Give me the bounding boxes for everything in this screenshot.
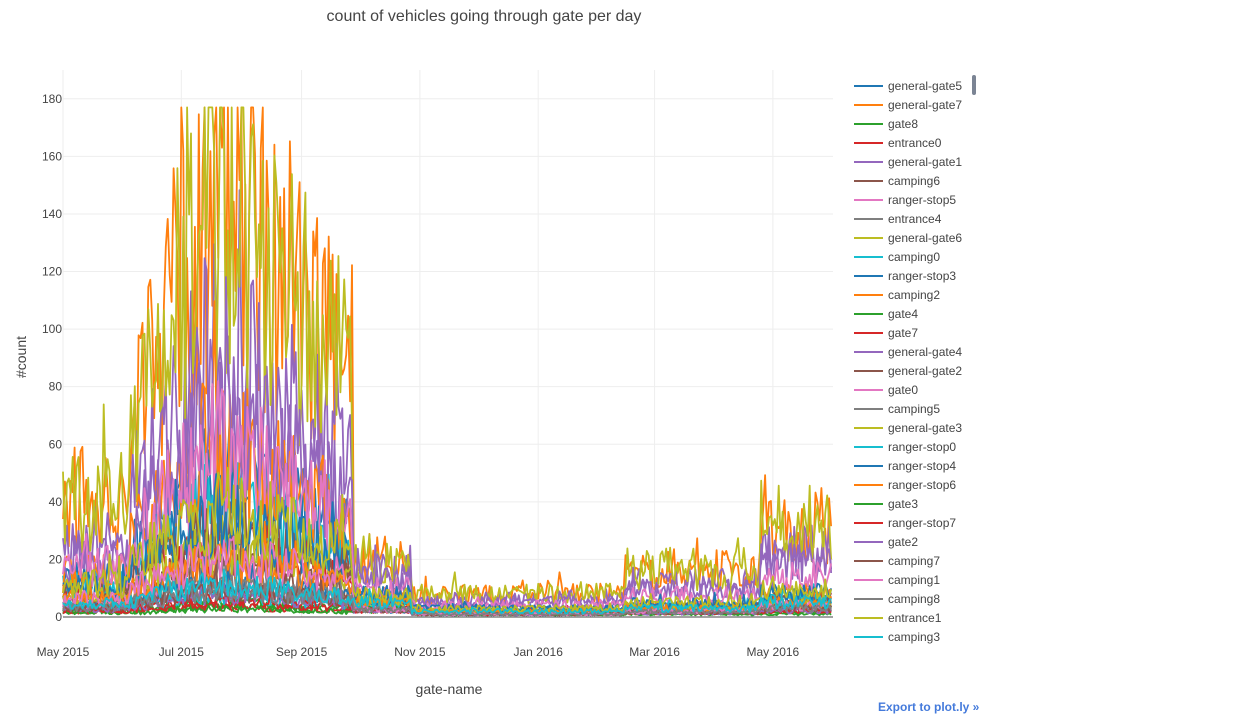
y-tick-label: 0 [55, 610, 62, 624]
legend-item-gate3[interactable]: gate3 [854, 497, 918, 511]
legend-label: general-gate1 [888, 155, 962, 169]
series-lines [62, 106, 832, 617]
legend-label: camping1 [888, 573, 940, 587]
legend-label: camping2 [888, 288, 940, 302]
y-tick-label: 120 [42, 265, 62, 279]
legend-item-general-gate6[interactable]: general-gate6 [854, 231, 962, 245]
legend-item-gate2[interactable]: gate2 [854, 535, 918, 549]
legend-label: gate7 [888, 326, 918, 340]
legend-item-ranger-stop4[interactable]: ranger-stop4 [854, 459, 956, 473]
legend-item-gate0[interactable]: gate0 [854, 383, 918, 397]
series-line-general-gate6[interactable] [62, 106, 832, 605]
legend-item-ranger-stop6[interactable]: ranger-stop6 [854, 478, 956, 492]
x-tick-label: Jan 2016 [513, 645, 563, 659]
legend-label: gate3 [888, 497, 918, 511]
y-tick-label: 180 [42, 92, 62, 106]
y-tick-label: 80 [49, 380, 63, 394]
legend-label: general-gate7 [888, 98, 962, 112]
legend-label: general-gate5 [888, 79, 962, 93]
x-tick-label: Mar 2016 [629, 645, 680, 659]
legend-item-general-gate5[interactable]: general-gate5 [854, 79, 962, 93]
legend-item-ranger-stop3[interactable]: ranger-stop3 [854, 269, 956, 283]
legend-item-camping3[interactable]: camping3 [854, 630, 940, 644]
legend-label: entrance1 [888, 611, 942, 625]
legend-item-general-gate2[interactable]: general-gate2 [854, 364, 962, 378]
y-tick-label: 40 [49, 495, 63, 509]
axes: 0 20 40 60 80 100 120 140 160 180 May 2015 Jul 2015… [37, 92, 833, 659]
legend-item-ranger-stop0[interactable]: ranger-stop0 [854, 440, 956, 454]
legend-label: entrance0 [888, 136, 942, 150]
legend-label: ranger-stop3 [888, 269, 956, 283]
legend-label: camping8 [888, 592, 940, 606]
x-tick-label: Nov 2015 [394, 645, 446, 659]
legend-label: gate2 [888, 535, 918, 549]
legend-item-camping8[interactable]: camping8 [854, 592, 940, 606]
legend-item-ranger-stop7[interactable]: ranger-stop7 [854, 516, 956, 530]
legend-item-camping1[interactable]: camping1 [854, 573, 940, 587]
legend-label: general-gate3 [888, 421, 962, 435]
legend-item-general-gate1[interactable]: general-gate1 [854, 155, 962, 169]
legend-label: general-gate4 [888, 345, 962, 359]
series-line-camping3[interactable] [62, 560, 832, 615]
legend-item-camping0[interactable]: camping0 [854, 250, 940, 264]
y-tick-label: 20 [49, 552, 63, 566]
legend-label: ranger-stop7 [888, 516, 956, 530]
legend-label: camping0 [888, 250, 940, 264]
legend-item-entrance0[interactable]: entrance0 [854, 136, 942, 150]
legend-label: gate4 [888, 307, 918, 321]
legend-item-gate8[interactable]: gate8 [854, 117, 918, 131]
legend-item-general-gate3[interactable]: general-gate3 [854, 421, 962, 435]
legend-item-entrance1[interactable]: entrance1 [854, 611, 942, 625]
legend-label: camping7 [888, 554, 940, 568]
legend[interactable]: general-gate5 general-gate7 gate8 entrance0… [854, 79, 962, 644]
legend-scrollbar[interactable] [972, 75, 976, 95]
legend-item-camping5[interactable]: camping5 [854, 402, 940, 416]
export-to-plotly-link[interactable]: Export to plot.ly » [878, 700, 980, 714]
legend-item-camping6[interactable]: camping6 [854, 174, 940, 188]
legend-item-general-gate4[interactable]: general-gate4 [854, 345, 962, 359]
legend-item-gate4[interactable]: gate4 [854, 307, 918, 321]
y-axis-title: #count [13, 336, 29, 378]
legend-item-entrance4[interactable]: entrance4 [854, 212, 942, 226]
legend-label: entrance4 [888, 212, 942, 226]
y-tick-label: 60 [49, 437, 63, 451]
legend-label: camping6 [888, 174, 940, 188]
legend-label: camping3 [888, 630, 940, 644]
legend-item-camping7[interactable]: camping7 [854, 554, 940, 568]
legend-label: ranger-stop4 [888, 459, 956, 473]
x-tick-label: May 2016 [747, 645, 800, 659]
legend-label: gate0 [888, 383, 918, 397]
x-tick-label: Jul 2015 [159, 645, 205, 659]
y-tick-label: 160 [42, 149, 62, 163]
legend-item-camping2[interactable]: camping2 [854, 288, 940, 302]
legend-item-general-gate7[interactable]: general-gate7 [854, 98, 962, 112]
series-line-camping8[interactable] [62, 576, 832, 617]
legend-label: camping5 [888, 402, 940, 416]
legend-label: gate8 [888, 117, 918, 131]
x-tick-label: May 2015 [37, 645, 90, 659]
y-tick-label: 140 [42, 207, 62, 221]
legend-label: ranger-stop0 [888, 440, 956, 454]
y-tick-label: 100 [42, 322, 62, 336]
x-axis-title: gate-name [416, 681, 483, 697]
legend-label: ranger-stop5 [888, 193, 956, 207]
x-tick-label: Sep 2015 [276, 645, 328, 659]
legend-label: ranger-stop6 [888, 478, 956, 492]
legend-item-gate7[interactable]: gate7 [854, 326, 918, 340]
chart-title: count of vehicles going through gate per… [327, 8, 642, 25]
legend-label: general-gate2 [888, 364, 962, 378]
legend-item-ranger-stop5[interactable]: ranger-stop5 [854, 193, 956, 207]
legend-label: general-gate6 [888, 231, 962, 245]
